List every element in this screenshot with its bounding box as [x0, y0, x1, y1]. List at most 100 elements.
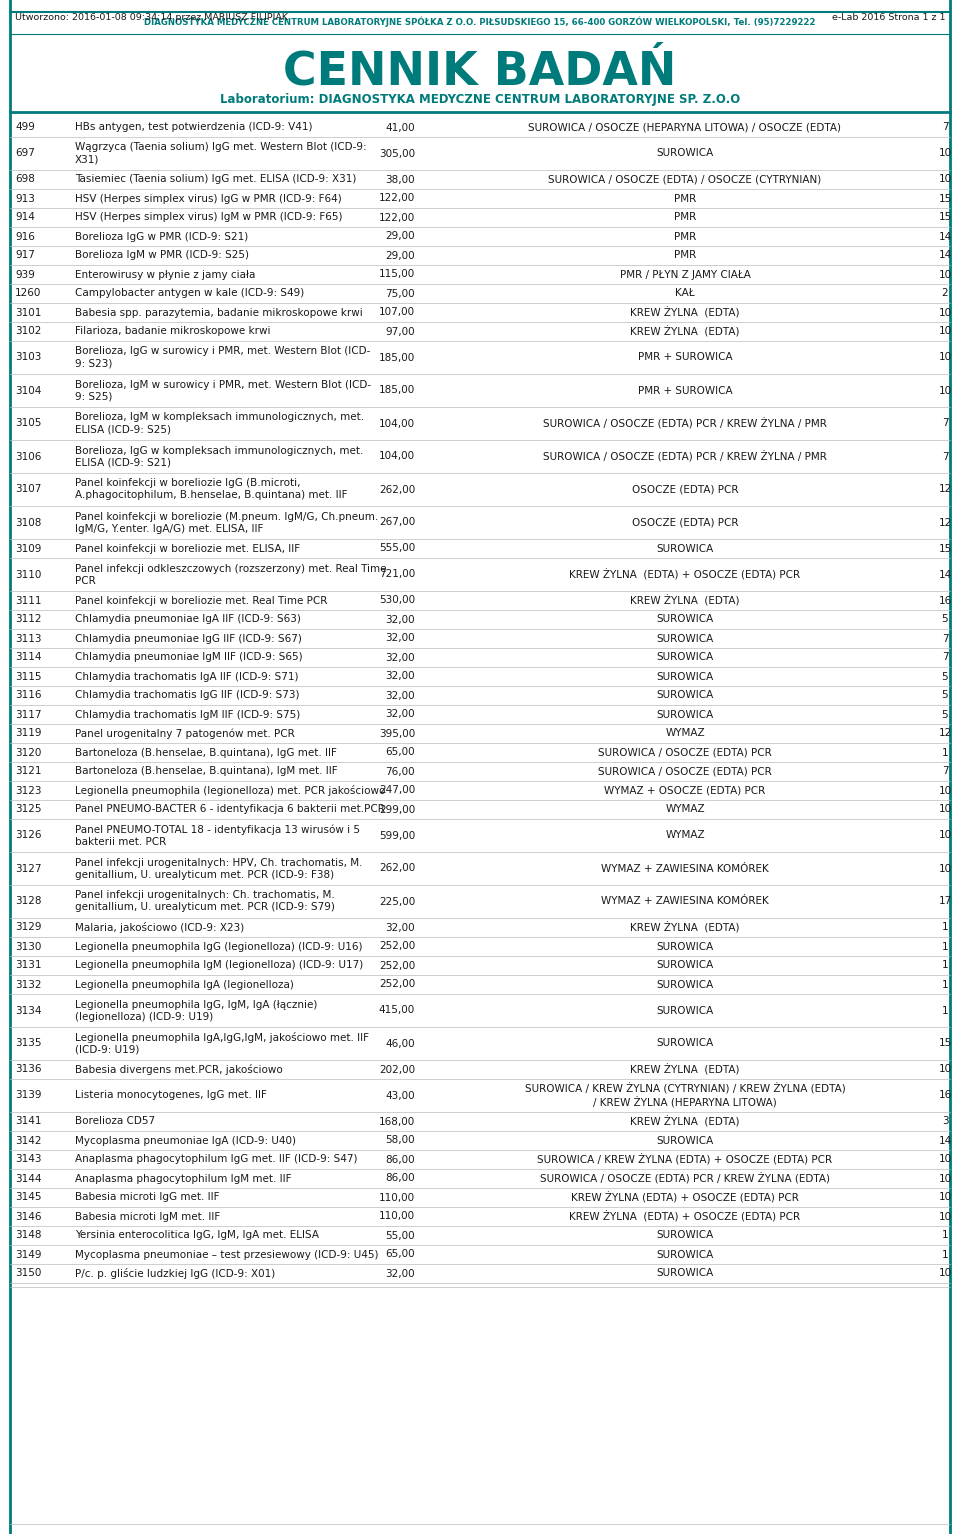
Text: 225,00: 225,00	[379, 896, 415, 907]
Text: 32,00: 32,00	[385, 615, 415, 624]
Text: 16: 16	[938, 595, 951, 606]
Text: KREW ŻYLNA  (EDTA): KREW ŻYLNA (EDTA)	[631, 922, 740, 933]
Text: SUROWICA / OSOCZE (EDTA) PCR / KREW ŻYLNA (EDTA): SUROWICA / OSOCZE (EDTA) PCR / KREW ŻYLN…	[540, 1174, 830, 1184]
Text: SUROWICA: SUROWICA	[657, 672, 713, 681]
Text: OSOCZE (EDTA) PCR: OSOCZE (EDTA) PCR	[632, 517, 738, 528]
Text: 914: 914	[15, 213, 35, 222]
Text: 3132: 3132	[15, 980, 41, 989]
Text: 14: 14	[938, 232, 951, 241]
Text: 3103: 3103	[15, 353, 41, 362]
Text: Panel koinfekcji w boreliozie IgG (B.microti,
A.phagocitophilum, B.henselae, B.q: Panel koinfekcji w boreliozie IgG (B.mic…	[75, 479, 348, 500]
Text: PMR: PMR	[674, 193, 696, 204]
Text: Legionella pneumophila IgM (legionelloza) (ICD-9: U17): Legionella pneumophila IgM (legionelloza…	[75, 960, 363, 971]
Text: 262,00: 262,00	[379, 864, 415, 873]
Text: SUROWICA: SUROWICA	[657, 634, 713, 643]
Text: 15: 15	[938, 1039, 951, 1049]
Text: SUROWICA / OSOCZE (EDTA) PCR / KREW ŻYLNA / PMR: SUROWICA / OSOCZE (EDTA) PCR / KREW ŻYLN…	[543, 417, 827, 430]
Text: 110,00: 110,00	[379, 1212, 415, 1221]
Text: 3150: 3150	[15, 1269, 41, 1278]
Text: Legionella pneumophila IgG (legionelloza) (ICD-9: U16): Legionella pneumophila IgG (legionelloza…	[75, 942, 363, 951]
Text: Borelioza, IgM w kompleksach immunologicznych, met.
ELISA (ICD-9: S25): Borelioza, IgM w kompleksach immunologic…	[75, 413, 364, 434]
Text: 3105: 3105	[15, 419, 41, 428]
Text: 530,00: 530,00	[379, 595, 415, 606]
Text: 3110: 3110	[15, 569, 41, 580]
Text: Borelioza, IgM w surowicy i PMR, met. Western Blot (ICD-
9: S25): Borelioza, IgM w surowicy i PMR, met. We…	[75, 379, 372, 402]
Text: 305,00: 305,00	[379, 149, 415, 158]
Text: 3107: 3107	[15, 485, 41, 494]
Text: 1: 1	[942, 1230, 948, 1241]
Text: PMR + SUROWICA: PMR + SUROWICA	[637, 385, 732, 396]
Text: 3139: 3139	[15, 1091, 41, 1100]
Text: Panel PNEUMO-TOTAL 18 - identyfikacja 13 wirusów i 5
bakterii met. PCR: Panel PNEUMO-TOTAL 18 - identyfikacja 13…	[75, 824, 360, 847]
Text: 32,00: 32,00	[385, 690, 415, 701]
Text: 3127: 3127	[15, 864, 41, 873]
Text: 10: 10	[939, 353, 951, 362]
Text: Anaplasma phagocytophilum IgM met. IIF: Anaplasma phagocytophilum IgM met. IIF	[75, 1174, 292, 1184]
Text: 10: 10	[939, 864, 951, 873]
Text: 3113: 3113	[15, 634, 41, 643]
Text: Bartoneloza (B.henselae, B.quintana), IgM met. IIF: Bartoneloza (B.henselae, B.quintana), Ig…	[75, 767, 338, 776]
Text: 3136: 3136	[15, 1065, 41, 1074]
Text: Mycoplasma pneumoniae – test przesiewowy (ICD-9: U45): Mycoplasma pneumoniae – test przesiewowy…	[75, 1250, 378, 1259]
Text: 86,00: 86,00	[385, 1174, 415, 1184]
Text: 12: 12	[938, 517, 951, 528]
Text: 107,00: 107,00	[379, 307, 415, 318]
Text: 32,00: 32,00	[385, 634, 415, 643]
Text: OSOCZE (EDTA) PCR: OSOCZE (EDTA) PCR	[632, 485, 738, 494]
Text: Tasiemiec (Taenia solium) IgG met. ELISA (ICD-9: X31): Tasiemiec (Taenia solium) IgG met. ELISA…	[75, 175, 356, 184]
Text: 247,00: 247,00	[379, 785, 415, 796]
Text: 415,00: 415,00	[379, 1005, 415, 1016]
Text: Chlamydia trachomatis IgM IIF (ICD-9: S75): Chlamydia trachomatis IgM IIF (ICD-9: S7…	[75, 710, 300, 719]
Text: KAŁ: KAŁ	[675, 288, 695, 299]
Text: Panel infekcji urogenitalnych: HPV, Ch. trachomatis, M.
genitallium, U. urealyti: Panel infekcji urogenitalnych: HPV, Ch. …	[75, 858, 363, 879]
Text: 43,00: 43,00	[385, 1091, 415, 1100]
Text: 10: 10	[939, 830, 951, 841]
Text: 202,00: 202,00	[379, 1065, 415, 1074]
Text: KREW ŻYLNA  (EDTA): KREW ŻYLNA (EDTA)	[631, 325, 740, 337]
Text: Chlamydia pneumoniae IgA IIF (ICD-9: S63): Chlamydia pneumoniae IgA IIF (ICD-9: S63…	[75, 615, 300, 624]
Text: Panel infekcji odkleszczowych (rozszerzony) met. Real Time
PCR: Panel infekcji odkleszczowych (rozszerzo…	[75, 563, 387, 586]
Text: SUROWICA: SUROWICA	[657, 149, 713, 158]
Text: 7: 7	[942, 767, 948, 776]
Text: 252,00: 252,00	[379, 960, 415, 971]
Text: 14: 14	[938, 569, 951, 580]
Text: 2: 2	[942, 288, 948, 299]
Text: 10: 10	[939, 1212, 951, 1221]
Text: 185,00: 185,00	[379, 353, 415, 362]
Text: 1: 1	[942, 942, 948, 951]
Text: 252,00: 252,00	[379, 942, 415, 951]
Text: KREW ŻYLNA  (EDTA) + OSOCZE (EDTA) PCR: KREW ŻYLNA (EDTA) + OSOCZE (EDTA) PCR	[569, 569, 801, 580]
Text: Panel infekcji urogenitalnych: Ch. trachomatis, M.
genitallium, U. urealyticum m: Panel infekcji urogenitalnych: Ch. trach…	[75, 891, 335, 913]
Text: Wągrzyca (Taenia solium) IgG met. Western Blot (ICD-9:
X31): Wągrzyca (Taenia solium) IgG met. Wester…	[75, 143, 367, 164]
Text: 7: 7	[942, 123, 948, 132]
Text: 10: 10	[939, 175, 951, 184]
Text: 3126: 3126	[15, 830, 41, 841]
Text: SUROWICA / OSOCZE (EDTA) PCR / KREW ŻYLNA / PMR: SUROWICA / OSOCZE (EDTA) PCR / KREW ŻYLN…	[543, 451, 827, 462]
Text: SUROWICA: SUROWICA	[657, 690, 713, 701]
Text: 917: 917	[15, 250, 35, 261]
Text: 721,00: 721,00	[379, 569, 415, 580]
Text: 41,00: 41,00	[385, 123, 415, 132]
Text: Campylobacter antygen w kale (ICD-9: S49): Campylobacter antygen w kale (ICD-9: S49…	[75, 288, 304, 299]
Text: 97,00: 97,00	[385, 327, 415, 336]
Text: 32,00: 32,00	[385, 672, 415, 681]
Text: WYMAZ + ZAWIESINA KOMÓREK: WYMAZ + ZAWIESINA KOMÓREK	[601, 896, 769, 907]
Text: Mycoplasma pneumoniae IgA (ICD-9: U40): Mycoplasma pneumoniae IgA (ICD-9: U40)	[75, 1135, 296, 1146]
Text: Legionella pneumophila IgA (legionelloza): Legionella pneumophila IgA (legionelloza…	[75, 980, 294, 989]
Text: 5: 5	[942, 672, 948, 681]
Text: 3148: 3148	[15, 1230, 41, 1241]
Text: 58,00: 58,00	[385, 1135, 415, 1146]
Text: Borelioza IgG w PMR (ICD-9: S21): Borelioza IgG w PMR (ICD-9: S21)	[75, 232, 249, 241]
Text: 12: 12	[938, 485, 951, 494]
Text: Malaria, jakościowo (ICD-9: X23): Malaria, jakościowo (ICD-9: X23)	[75, 922, 244, 933]
Text: 17: 17	[938, 896, 951, 907]
Text: 599,00: 599,00	[379, 830, 415, 841]
Text: SUROWICA / KREW ŻYLNA (EDTA) + OSOCZE (EDTA) PCR: SUROWICA / KREW ŻYLNA (EDTA) + OSOCZE (E…	[538, 1154, 832, 1166]
Text: 14: 14	[938, 250, 951, 261]
Text: SUROWICA: SUROWICA	[657, 960, 713, 971]
Text: 3143: 3143	[15, 1155, 41, 1164]
Text: 15: 15	[938, 213, 951, 222]
Text: 1260: 1260	[15, 288, 41, 299]
Text: 3141: 3141	[15, 1117, 41, 1126]
Text: KREW ŻYLNA  (EDTA): KREW ŻYLNA (EDTA)	[631, 1063, 740, 1075]
